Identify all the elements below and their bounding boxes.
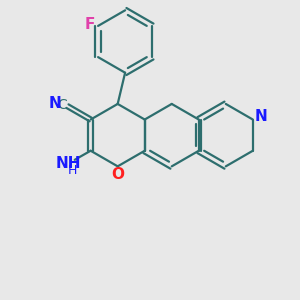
Text: H: H <box>68 164 77 177</box>
Text: C: C <box>57 98 67 112</box>
Text: NH: NH <box>56 156 82 171</box>
Text: N: N <box>255 109 268 124</box>
Text: N: N <box>49 96 62 111</box>
Text: O: O <box>111 167 124 182</box>
Text: F: F <box>85 17 95 32</box>
